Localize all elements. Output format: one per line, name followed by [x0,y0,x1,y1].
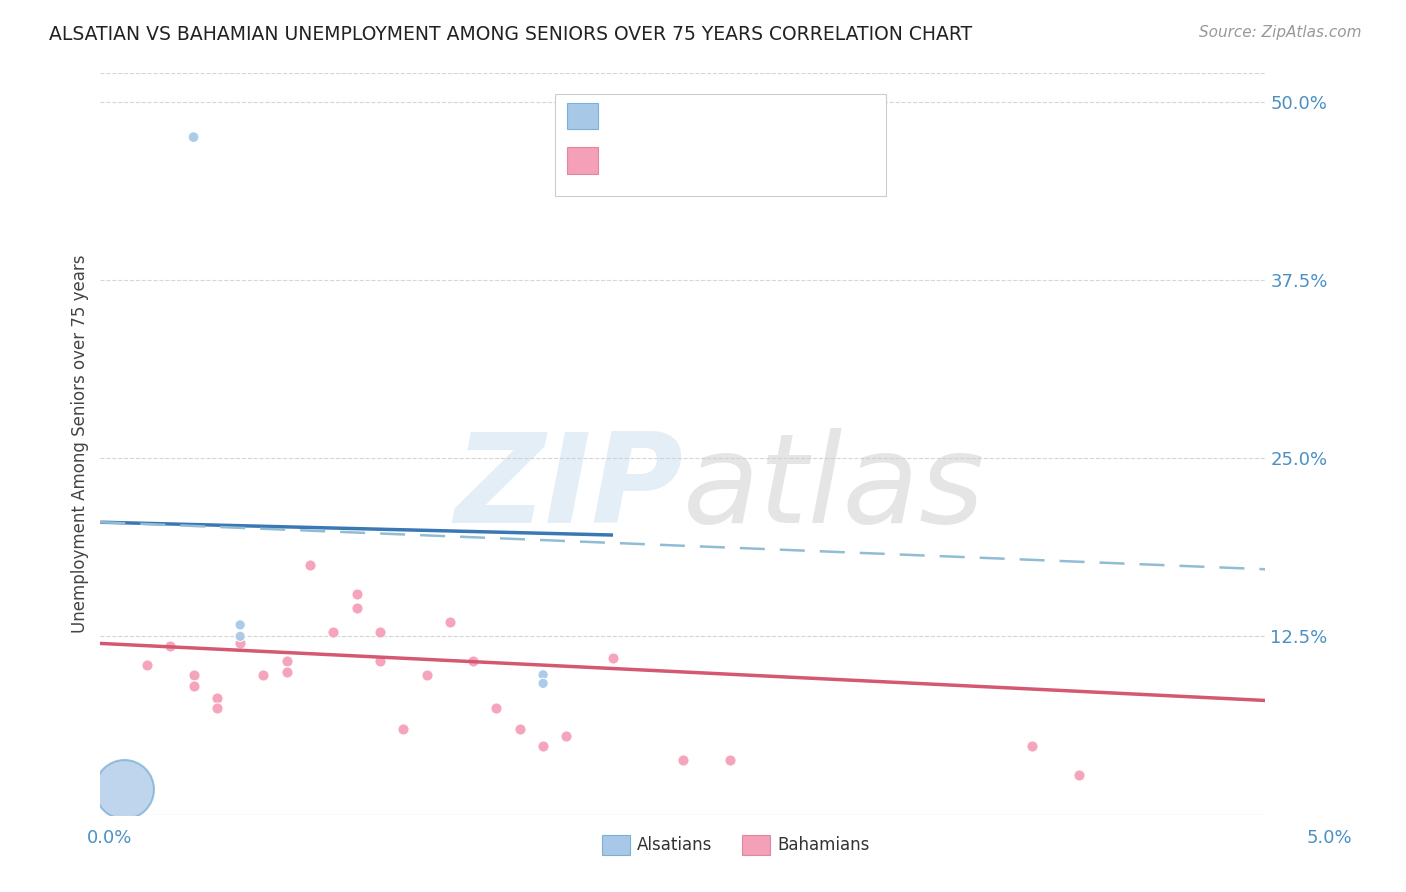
Point [672,753,695,767]
Text: -0.010: -0.010 [640,107,702,125]
Point [346,600,368,615]
Point [368,654,391,668]
Text: 5.0%: 5.0% [1308,829,1353,847]
Text: ZIP: ZIP [454,428,683,549]
Text: N =: N = [724,107,763,125]
Point [252,668,274,682]
Point [322,625,344,640]
Text: R =: R = [606,107,644,125]
Point [299,558,322,572]
Point [555,729,578,743]
Point [183,679,205,693]
Text: Source: ZipAtlas.com: Source: ZipAtlas.com [1198,25,1361,40]
Text: R =: R = [606,152,644,169]
Point [229,629,252,643]
Text: 4: 4 [763,107,782,125]
Point [112,781,135,796]
Point [1067,767,1090,781]
Text: Alsatians: Alsatians [637,836,713,854]
Point [485,700,508,714]
Point [1021,739,1043,753]
Point [463,654,485,668]
Point [509,722,531,736]
Point [229,618,252,632]
Point [531,668,554,682]
Point [531,676,554,690]
Point [439,615,461,629]
Point [276,665,298,679]
Y-axis label: Unemployment Among Seniors over 75 years: Unemployment Among Seniors over 75 years [72,254,89,633]
Point [183,130,205,145]
Point [136,657,159,672]
Text: 28: 28 [763,152,787,169]
Point [229,636,252,650]
Text: 0.0%: 0.0% [87,829,132,847]
Text: Bahamians: Bahamians [778,836,870,854]
Text: atlas: atlas [683,428,986,549]
Point [392,722,415,736]
Text: -0.160: -0.160 [640,152,702,169]
Text: ALSATIAN VS BAHAMIAN UNEMPLOYMENT AMONG SENIORS OVER 75 YEARS CORRELATION CHART: ALSATIAN VS BAHAMIAN UNEMPLOYMENT AMONG … [49,25,973,44]
Point [415,668,437,682]
Point [718,753,741,767]
Point [346,586,368,600]
Point [205,690,228,705]
Point [531,739,554,753]
Text: N =: N = [724,152,763,169]
Point [159,640,181,654]
Point [205,700,228,714]
Point [183,668,205,682]
Point [276,654,298,668]
Point [602,650,624,665]
Point [368,625,391,640]
